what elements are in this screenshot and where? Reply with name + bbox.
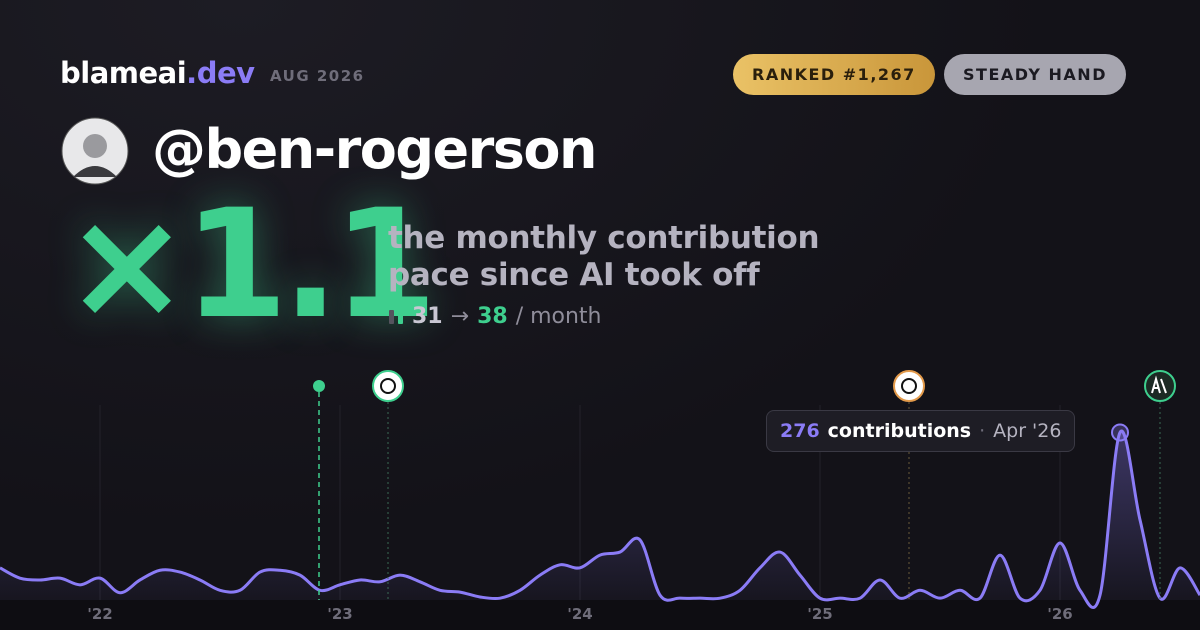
pace-icon xyxy=(389,307,403,324)
x-tick-label: '25 xyxy=(807,605,832,623)
tooltip-label: contributions xyxy=(827,420,972,442)
title-badge: STEADY HAND xyxy=(944,54,1126,95)
pace-arrow: → xyxy=(450,304,470,329)
pace-unit: / month xyxy=(515,304,602,329)
anthropic-icon xyxy=(1144,370,1176,402)
axis-band xyxy=(0,600,1200,630)
report-date: AUG 2026 xyxy=(270,67,365,85)
tooltip-value: 276 xyxy=(780,420,820,442)
line xyxy=(0,429,1200,609)
ai-events xyxy=(313,370,1176,600)
openai-glyph xyxy=(380,378,396,394)
multiplier: ×1.1 xyxy=(64,178,437,352)
brand: blameai.dev xyxy=(60,56,255,90)
openai-glyph xyxy=(901,378,917,394)
x-tick-label: '26 xyxy=(1047,605,1072,623)
pace-to: 38 xyxy=(477,304,508,329)
x-tick-label: '24 xyxy=(567,605,592,623)
pace-from: 31 xyxy=(412,304,443,329)
tooltip: 276 contributions · Apr '26 xyxy=(766,410,1076,452)
description: the monthly contribution xyxy=(388,220,820,256)
x-tick-label: '23 xyxy=(327,605,352,623)
rank-badge: RANKED #1,267 xyxy=(733,54,935,95)
ai-takeoff-dot xyxy=(313,380,325,392)
area xyxy=(0,431,1200,608)
tooltip-separator: · xyxy=(979,420,986,442)
tooltip-date: Apr '26 xyxy=(993,420,1062,442)
anthropic-glyph xyxy=(1151,375,1167,394)
brand-suffix: .dev xyxy=(186,56,255,90)
openai-icon xyxy=(372,370,404,402)
openai-icon xyxy=(893,370,925,402)
brand-name: blameai xyxy=(60,56,187,90)
pace: 31 → 38 / month xyxy=(388,304,610,329)
description: pace since AI took off xyxy=(388,257,760,293)
highlight-point xyxy=(1111,423,1130,442)
avatar xyxy=(61,117,129,185)
x-tick-label: '22 xyxy=(87,605,112,623)
handle: @ben-rogerson xyxy=(152,118,597,181)
